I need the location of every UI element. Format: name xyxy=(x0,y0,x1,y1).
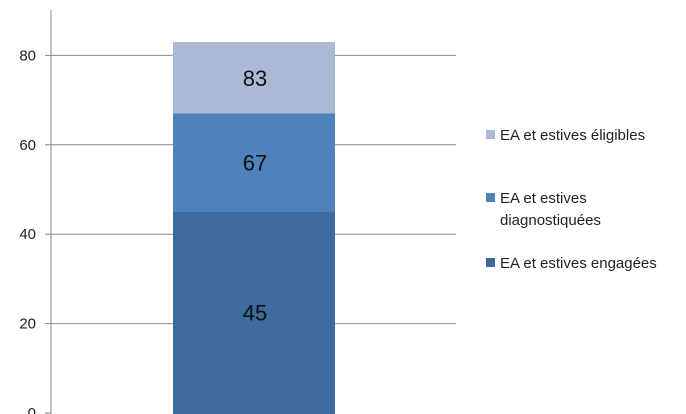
legend-label-engagees: EA et estives engagées xyxy=(500,255,657,272)
y-tick-label-80: 80 xyxy=(19,47,36,64)
y-tick-label-20: 20 xyxy=(19,316,36,333)
data-label-1: 67 xyxy=(243,151,267,176)
legend-swatch-diagnostiquees xyxy=(486,193,495,202)
legend-label-diagnostiquees: EA et estives diagnostiquées xyxy=(500,190,601,229)
y-tick-labels: 0 20 40 60 80 xyxy=(19,47,51,414)
y-tick-label-60: 60 xyxy=(19,137,36,154)
data-label-0: 83 xyxy=(243,66,267,91)
data-labels: 83 67 45 xyxy=(243,66,267,326)
data-label-2: 45 xyxy=(243,300,267,325)
y-tick-label-40: 40 xyxy=(19,226,36,243)
legend-swatch-eligibles xyxy=(486,130,495,139)
y-tick-label-0: 0 xyxy=(28,405,36,414)
legend-item-diagnostiquees: EA et estives diagnostiquées xyxy=(486,188,685,232)
legend-item-engagees: EA et estives engagées xyxy=(486,253,685,275)
bars xyxy=(173,41,335,414)
legend-swatch-engagees xyxy=(486,258,495,267)
legend-item-eligibles: EA et estives éligibles xyxy=(486,125,685,147)
legend-label-eligibles: EA et estives éligibles xyxy=(500,127,646,144)
bar-2 xyxy=(173,211,335,414)
